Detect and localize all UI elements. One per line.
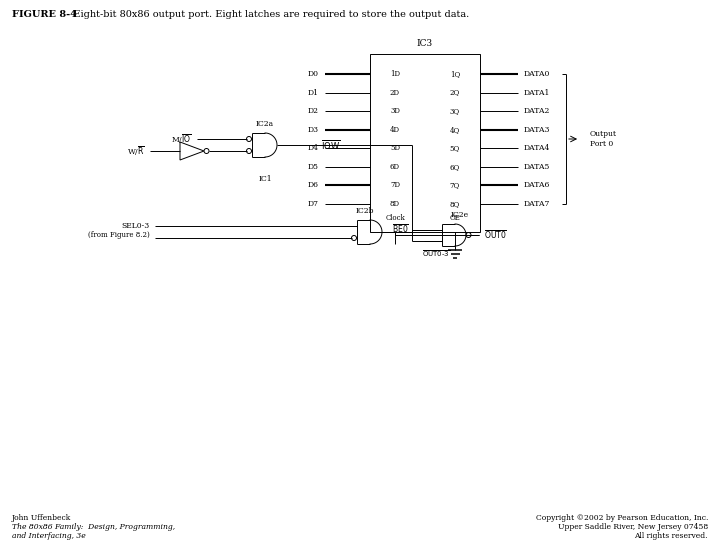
Text: DATA5: DATA5 <box>524 163 550 171</box>
Text: IC2a: IC2a <box>256 120 274 128</box>
Text: W/$\overline{\mathrm{R}}$: W/$\overline{\mathrm{R}}$ <box>127 144 145 158</box>
Text: $\overline{\mathrm{IOW}}$: $\overline{\mathrm{IOW}}$ <box>321 138 341 152</box>
Text: DATA0: DATA0 <box>524 70 550 78</box>
Text: $\overline{\mathrm{OUT0\text{-}3}}$: $\overline{\mathrm{OUT0\text{-}3}}$ <box>422 249 450 260</box>
Text: DATA1: DATA1 <box>524 89 550 97</box>
Text: $\overline{\mathrm{OUT0}}$: $\overline{\mathrm{OUT0}}$ <box>484 229 507 241</box>
Text: 6D: 6D <box>390 163 400 171</box>
Text: 8D: 8D <box>390 200 400 208</box>
Text: 2Q: 2Q <box>450 89 460 97</box>
Text: Copyright ©2002 by Pearson Education, Inc.: Copyright ©2002 by Pearson Education, In… <box>536 514 708 522</box>
Text: (from Figure 8.2): (from Figure 8.2) <box>89 231 150 239</box>
Text: OE: OE <box>449 214 460 222</box>
Text: DATA3: DATA3 <box>524 126 551 134</box>
Text: SEL0-3: SEL0-3 <box>122 222 150 230</box>
Text: D4: D4 <box>308 144 319 152</box>
Text: 1Q: 1Q <box>450 70 460 78</box>
Text: FIGURE 8-4: FIGURE 8-4 <box>12 10 77 19</box>
Text: D6: D6 <box>308 181 319 190</box>
Text: Port 0: Port 0 <box>590 140 613 148</box>
Text: 7D: 7D <box>390 181 400 190</box>
Text: 3D: 3D <box>390 107 400 115</box>
Text: 3Q: 3Q <box>450 107 460 115</box>
Text: Eight-bit 80x86 output port. Eight latches are required to store the output data: Eight-bit 80x86 output port. Eight latch… <box>64 10 469 19</box>
Text: D2: D2 <box>308 107 319 115</box>
Text: The 80x86 Family:  Design, Programming,: The 80x86 Family: Design, Programming, <box>12 523 175 531</box>
Text: DATA4: DATA4 <box>524 144 550 152</box>
Text: DATA6: DATA6 <box>524 181 550 190</box>
Text: IC3: IC3 <box>417 39 433 49</box>
Text: 5D: 5D <box>390 144 400 152</box>
Bar <box>370 54 480 232</box>
Text: D5: D5 <box>308 163 319 171</box>
Text: All rights reserved.: All rights reserved. <box>634 532 708 540</box>
Text: 6Q: 6Q <box>450 163 460 171</box>
Text: 8Q: 8Q <box>450 200 460 208</box>
Text: 1D: 1D <box>390 70 400 78</box>
Text: John Uffenbeck: John Uffenbeck <box>12 514 71 522</box>
Text: M/$\overline{\mathrm{IO}}$: M/$\overline{\mathrm{IO}}$ <box>171 132 192 146</box>
Text: DATA2: DATA2 <box>524 107 550 115</box>
Text: 4Q: 4Q <box>450 126 460 134</box>
Text: $\overline{\mathrm{BE0}}$: $\overline{\mathrm{BE0}}$ <box>392 224 409 235</box>
Text: IC1: IC1 <box>258 175 272 183</box>
Text: IC2e: IC2e <box>451 211 469 219</box>
Text: 7Q: 7Q <box>450 181 460 190</box>
Text: DATA7: DATA7 <box>524 200 550 208</box>
Text: IC2b: IC2b <box>356 207 374 215</box>
Text: D0: D0 <box>308 70 319 78</box>
Text: Output: Output <box>590 130 617 138</box>
Text: Clock: Clock <box>385 214 405 222</box>
Text: 4D: 4D <box>390 126 400 134</box>
Text: Upper Saddle River, New Jersey 07458: Upper Saddle River, New Jersey 07458 <box>558 523 708 531</box>
Text: D1: D1 <box>308 89 319 97</box>
Text: D7: D7 <box>308 200 319 208</box>
Text: D3: D3 <box>308 126 319 134</box>
Text: 2D: 2D <box>390 89 400 97</box>
Text: 5Q: 5Q <box>450 144 460 152</box>
Text: and Interfacing, 3e: and Interfacing, 3e <box>12 532 86 540</box>
